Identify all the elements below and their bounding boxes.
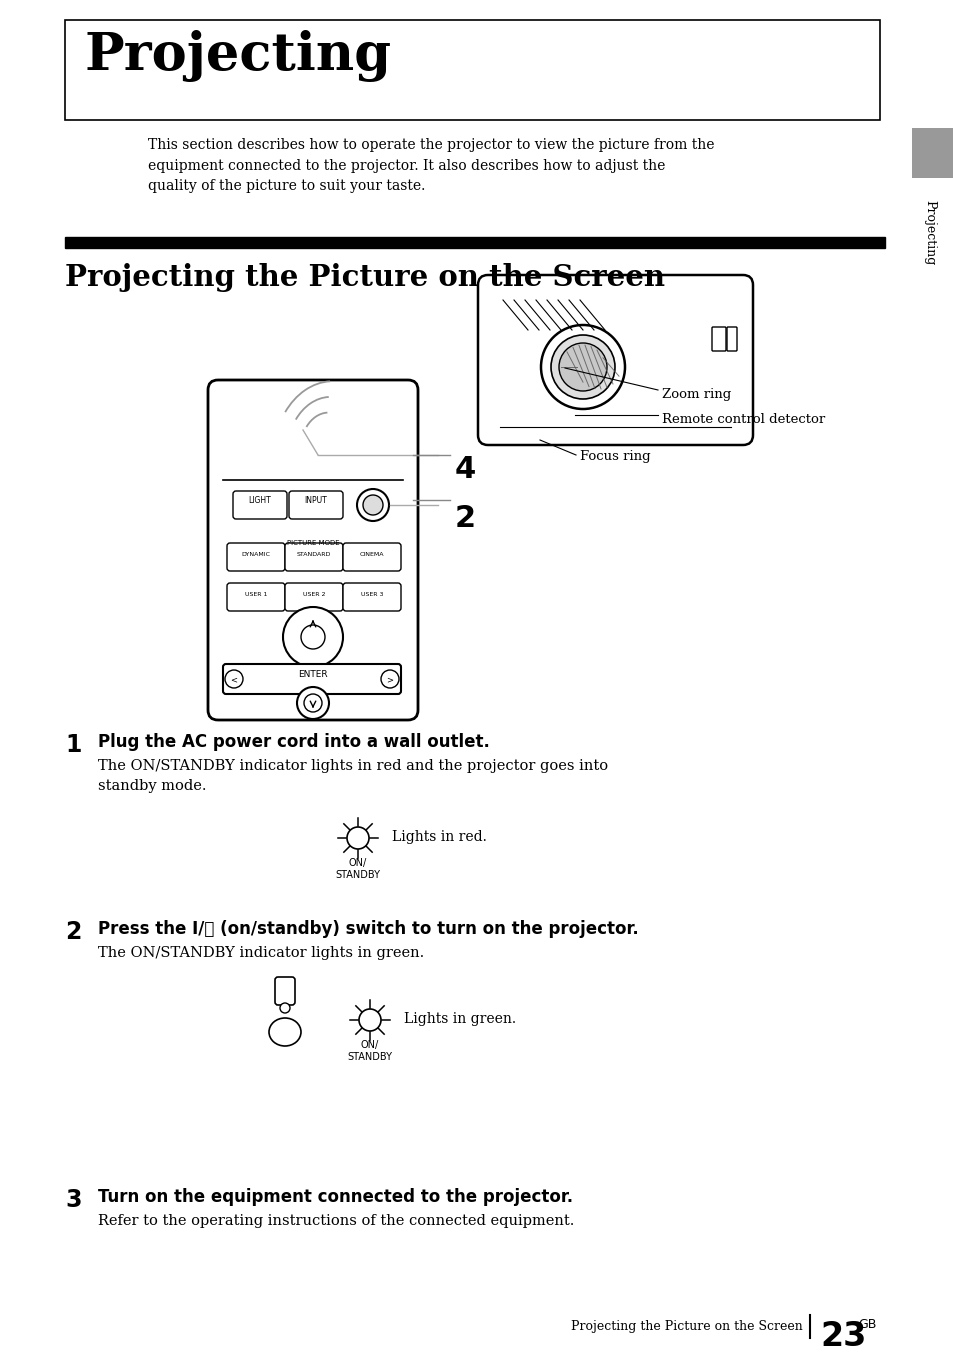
Text: <: <: [231, 676, 237, 684]
Text: Projecting: Projecting: [923, 200, 936, 265]
Text: 3: 3: [65, 1188, 81, 1211]
Text: 2: 2: [455, 504, 476, 533]
FancyBboxPatch shape: [285, 583, 343, 611]
Circle shape: [296, 687, 329, 719]
Text: Plug the AC power cord into a wall outlet.: Plug the AC power cord into a wall outle…: [98, 733, 489, 750]
FancyBboxPatch shape: [227, 583, 285, 611]
Text: Lights in red.: Lights in red.: [392, 830, 486, 844]
Circle shape: [225, 671, 243, 688]
Text: The ON/STANDBY indicator lights in red and the projector goes into
standby mode.: The ON/STANDBY indicator lights in red a…: [98, 758, 607, 794]
Circle shape: [304, 694, 322, 713]
Text: Projecting the Picture on the Screen: Projecting the Picture on the Screen: [571, 1320, 802, 1333]
Text: INPUT: INPUT: [304, 496, 327, 506]
Text: LIGHT: LIGHT: [249, 496, 271, 506]
Circle shape: [280, 1003, 290, 1013]
Circle shape: [551, 335, 615, 399]
Text: This section describes how to operate the projector to view the picture from the: This section describes how to operate th…: [148, 138, 714, 193]
Text: 4: 4: [455, 456, 476, 484]
Text: Projecting: Projecting: [85, 30, 392, 82]
Text: Zoom ring: Zoom ring: [661, 388, 731, 402]
Text: DYNAMIC: DYNAMIC: [241, 552, 271, 557]
FancyBboxPatch shape: [233, 491, 287, 519]
FancyBboxPatch shape: [343, 583, 400, 611]
Text: STANDARD: STANDARD: [296, 552, 331, 557]
Text: Remote control detector: Remote control detector: [661, 412, 824, 426]
Text: >: >: [386, 676, 393, 684]
Text: ON/
STANDBY: ON/ STANDBY: [347, 1040, 392, 1061]
Text: ON/
STANDBY: ON/ STANDBY: [335, 859, 380, 880]
Text: Lights in green.: Lights in green.: [403, 1013, 516, 1026]
Text: USER 3: USER 3: [360, 592, 383, 598]
Text: USER 2: USER 2: [302, 592, 325, 598]
Text: GB: GB: [857, 1318, 876, 1330]
Text: PICTURE MODE: PICTURE MODE: [287, 539, 339, 546]
Circle shape: [380, 671, 398, 688]
FancyBboxPatch shape: [343, 544, 400, 571]
Text: ENTER: ENTER: [298, 671, 328, 679]
FancyBboxPatch shape: [274, 977, 294, 1005]
FancyBboxPatch shape: [285, 544, 343, 571]
Circle shape: [283, 607, 343, 667]
FancyBboxPatch shape: [65, 20, 879, 120]
Text: The ON/STANDBY indicator lights in green.: The ON/STANDBY indicator lights in green…: [98, 946, 424, 960]
Text: 2: 2: [65, 919, 81, 944]
Text: CINEMA: CINEMA: [359, 552, 384, 557]
Text: Focus ring: Focus ring: [579, 450, 650, 462]
FancyBboxPatch shape: [911, 128, 953, 178]
Text: USER 1: USER 1: [245, 592, 267, 598]
Text: 1: 1: [65, 733, 81, 757]
FancyBboxPatch shape: [208, 380, 417, 721]
FancyBboxPatch shape: [711, 327, 725, 352]
FancyBboxPatch shape: [726, 327, 737, 352]
Circle shape: [347, 827, 369, 849]
Circle shape: [558, 343, 606, 391]
FancyBboxPatch shape: [223, 664, 400, 694]
Circle shape: [356, 489, 389, 521]
FancyBboxPatch shape: [289, 491, 343, 519]
Text: Refer to the operating instructions of the connected equipment.: Refer to the operating instructions of t…: [98, 1214, 574, 1228]
Text: Press the I/⏻ (on/standby) switch to turn on the projector.: Press the I/⏻ (on/standby) switch to tur…: [98, 919, 639, 938]
Circle shape: [301, 625, 325, 649]
FancyBboxPatch shape: [227, 544, 285, 571]
Circle shape: [540, 324, 624, 410]
Ellipse shape: [269, 1018, 301, 1046]
Bar: [65, 237, 884, 247]
Circle shape: [363, 495, 382, 515]
Text: Turn on the equipment connected to the projector.: Turn on the equipment connected to the p…: [98, 1188, 573, 1206]
FancyBboxPatch shape: [477, 274, 752, 445]
Circle shape: [358, 1009, 380, 1032]
Text: 23: 23: [820, 1320, 865, 1352]
Text: Projecting the Picture on the Screen: Projecting the Picture on the Screen: [65, 264, 664, 292]
